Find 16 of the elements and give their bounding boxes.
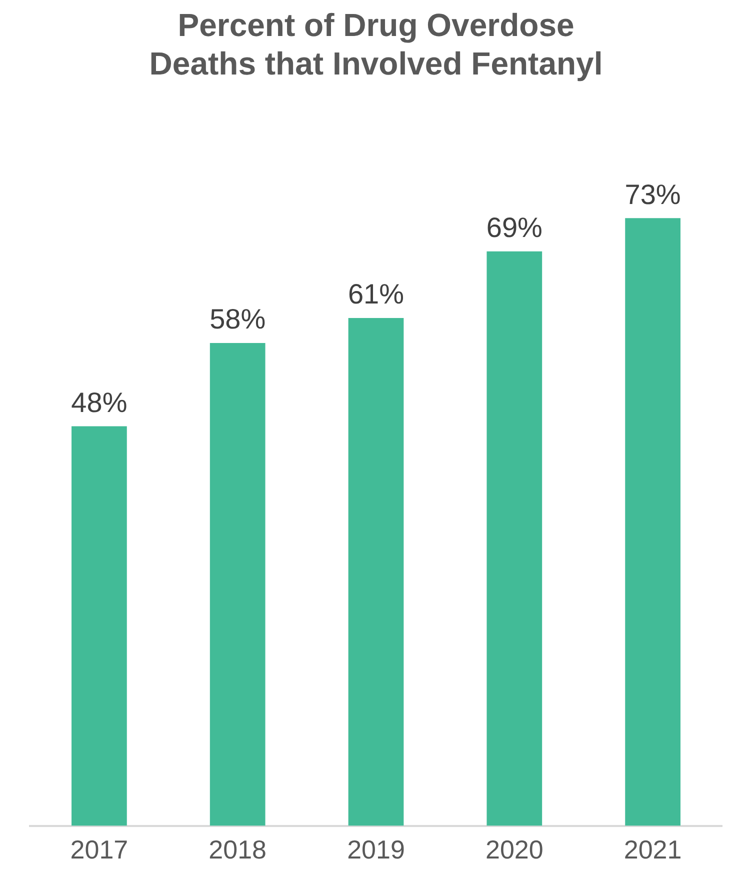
- bar: [72, 426, 127, 826]
- x-tick-label: 2019: [347, 834, 405, 865]
- data-label: 73%: [624, 178, 681, 210]
- chart-title: Percent of Drug Overdose Deaths that Involved Fentanyl: [149, 7, 603, 82]
- bar: [486, 251, 542, 826]
- x-tick-label: 2018: [208, 834, 267, 865]
- x-tick-label: 2021: [624, 834, 682, 865]
- x-tick-label: 2020: [485, 834, 544, 865]
- data-label: 58%: [210, 304, 266, 335]
- bar: [348, 318, 404, 826]
- data-label: 69%: [486, 212, 542, 244]
- data-label: 61%: [348, 278, 404, 310]
- x-tick-label: 2017: [70, 834, 128, 865]
- bar: [625, 218, 680, 826]
- data-label: 48%: [71, 386, 128, 418]
- bar: [210, 342, 266, 826]
